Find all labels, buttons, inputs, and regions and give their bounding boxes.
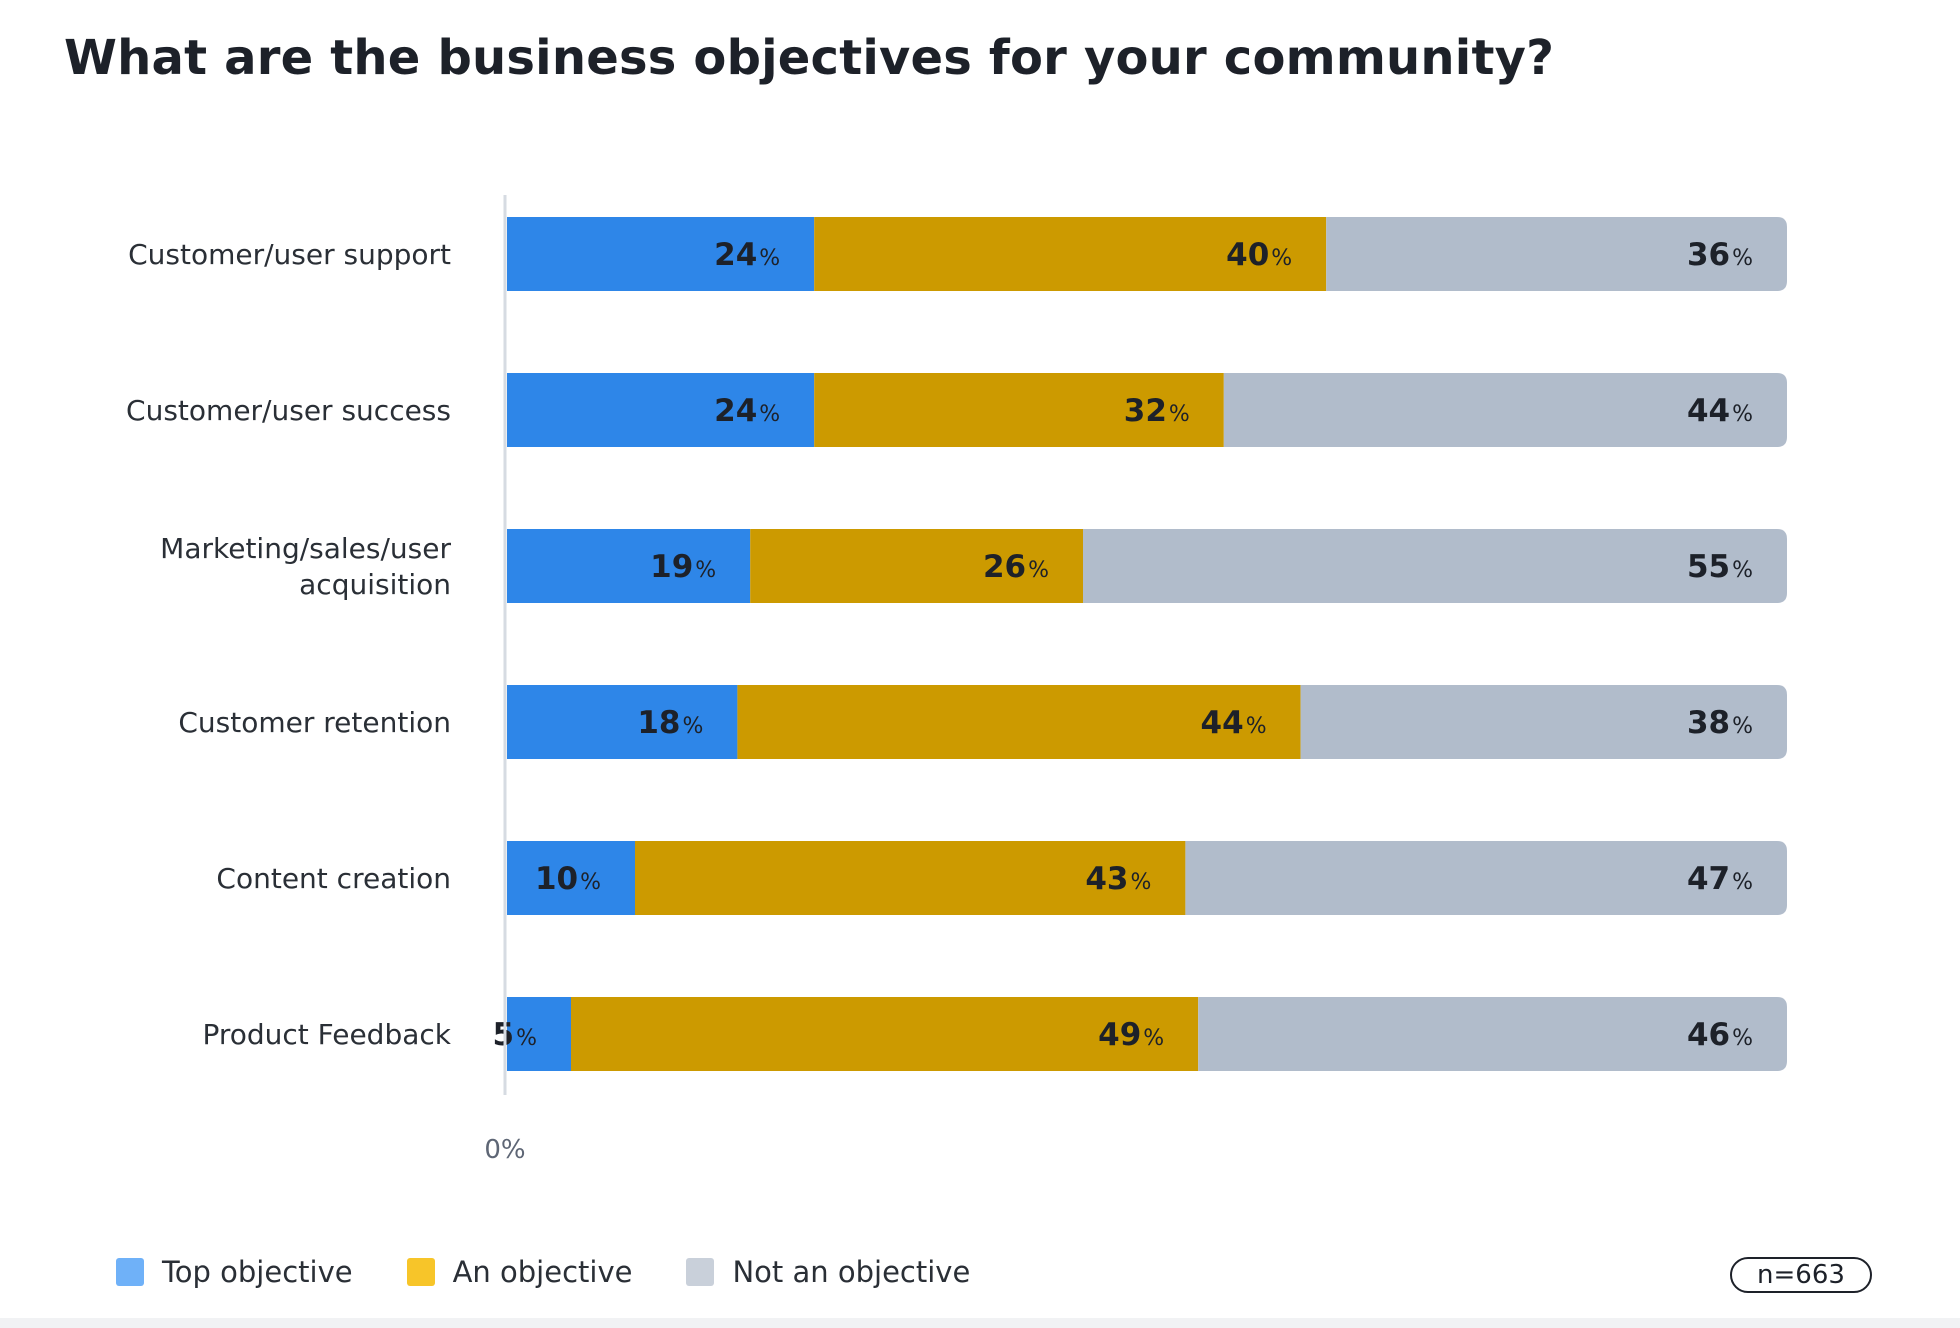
bar-segment-an-objective: [737, 685, 1301, 759]
bar-segment-an-objective: [814, 373, 1224, 447]
bar-segment-top-objective: [507, 217, 815, 291]
legend-swatch: [406, 1258, 435, 1286]
data-label: 38%: [1687, 705, 1753, 741]
bar-segment-not-an-objective: [1223, 373, 1787, 447]
x-tick-label: 0%: [484, 1135, 525, 1165]
bar-segment-not-an-objective: [1185, 841, 1787, 915]
data-label: 40%: [1226, 237, 1292, 273]
bars-layer: [507, 217, 1787, 1071]
legend-item: Not an objective: [686, 1255, 970, 1289]
bar-segment-not-an-objective: [1300, 685, 1787, 759]
data-label: 49%: [1098, 1017, 1164, 1053]
legend-item: An objective: [406, 1255, 633, 1289]
data-label: 24%: [714, 393, 780, 429]
category-label: Customer/user success: [126, 394, 451, 427]
category-label: Product Feedback: [202, 1018, 451, 1051]
data-label: 19%: [650, 549, 716, 585]
category-label: Customer/user support: [128, 238, 451, 271]
data-label: 46%: [1687, 1017, 1753, 1053]
legend-label: An objective: [452, 1255, 633, 1289]
bar-segment-top-objective: [507, 841, 635, 915]
legend: Top objective An objective Not an objectiv…: [116, 1255, 1024, 1289]
bottom-strip: [0, 1318, 1960, 1328]
bar-segment-an-objective: [750, 529, 1083, 603]
bar-segment-not-an-objective: [1326, 217, 1787, 291]
category-label: Customer retention: [178, 706, 451, 739]
legend-item: Top objective: [116, 1255, 353, 1289]
bar-segment-an-objective: [814, 217, 1327, 291]
legend-swatch: [686, 1258, 715, 1286]
data-label: 47%: [1687, 861, 1753, 897]
category-label: Marketing/sales/user acquisition: [160, 532, 451, 601]
bar-segment-an-objective: [635, 841, 1186, 915]
data-label: 55%: [1687, 549, 1753, 585]
data-label: 18%: [637, 705, 703, 741]
bar-segment-not-an-objective: [1198, 997, 1787, 1071]
data-label: 26%: [983, 549, 1049, 585]
bar-segment-top-objective: [507, 685, 738, 759]
data-label: 36%: [1687, 237, 1753, 273]
data-label: 10%: [535, 861, 601, 897]
data-label: 24%: [714, 237, 780, 273]
legend-label: Not an objective: [732, 1255, 971, 1289]
data-label: 43%: [1085, 861, 1151, 897]
legend-label: Top objective: [162, 1255, 353, 1289]
sample-size-badge: n=663: [1730, 1257, 1872, 1293]
data-label: 44%: [1201, 705, 1267, 741]
bar-segment-not-an-objective: [1083, 529, 1787, 603]
bar-segment-top-objective: [507, 997, 571, 1071]
bar-segment-an-objective: [571, 997, 1199, 1071]
category-label: Content creation: [216, 862, 451, 895]
data-label: 5%: [493, 1017, 537, 1053]
labels-layer: Customer/user support 24% 40% 36% Customer/u…: [126, 237, 1753, 1053]
bar-segment-top-objective: [507, 373, 815, 447]
chart-title: What are the business objectives for you…: [64, 30, 1555, 86]
legend-swatch: [116, 1258, 144, 1286]
data-label: 32%: [1124, 393, 1190, 429]
data-label: 44%: [1687, 393, 1753, 429]
stacked-bar-chart: Customer/user support 24% 40% 36% Customer/u…: [126, 195, 1787, 1165]
ticks-layer: 0%: [484, 1135, 525, 1165]
bar-segment-top-objective: [507, 529, 751, 603]
